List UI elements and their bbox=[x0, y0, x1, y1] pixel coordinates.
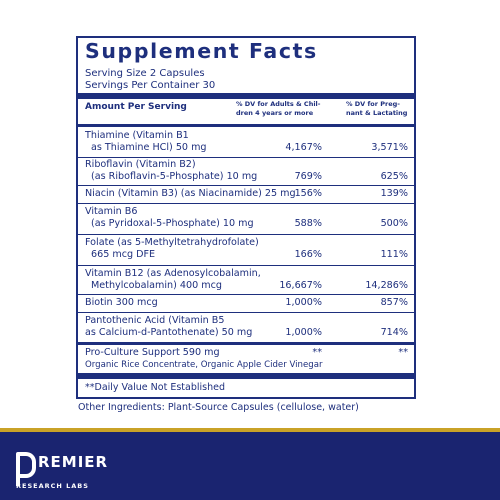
nutrient-detail: (as Riboflavin-5-Phosphate) 10 mg bbox=[91, 171, 258, 182]
nutrient-name: Vitamin B12 (as Adenosylcobalamin, bbox=[85, 268, 261, 279]
row-divider bbox=[78, 203, 414, 204]
nutrient-detail: Organic Rice Concentrate, Organic Apple … bbox=[85, 360, 323, 370]
dv-adult: 769% bbox=[294, 171, 322, 182]
other-ingredients: Other Ingredients: Plant-Source Capsules… bbox=[78, 402, 359, 413]
row-divider bbox=[78, 185, 414, 186]
dv-pregnant: 500% bbox=[380, 218, 408, 229]
dv-adult: 1,000% bbox=[285, 327, 322, 338]
header-pregnant-line1: % DV for Preg- bbox=[346, 100, 400, 108]
panel-title: Supplement Facts bbox=[85, 39, 318, 63]
dv-pregnant: 625% bbox=[380, 171, 408, 182]
accent-stripe bbox=[0, 428, 500, 432]
header-adults-line1: % DV for Adults & Chil- bbox=[236, 100, 321, 108]
nutrient-detail: (as Pyridoxal-5-Phosphate) 10 mg bbox=[91, 218, 254, 229]
dv-adult: 4,167% bbox=[285, 142, 322, 153]
dv-pregnant: 714% bbox=[380, 327, 408, 338]
dv-adult: ** bbox=[312, 347, 322, 358]
dv-adult: 156% bbox=[294, 188, 322, 199]
dv-pregnant: 111% bbox=[380, 249, 408, 260]
nutrient-name: Riboflavin (Vitamin B2) bbox=[85, 159, 196, 170]
brand-logo-icon bbox=[16, 452, 36, 486]
nutrient-name: Biotin 300 mcg bbox=[85, 297, 158, 308]
dv-pregnant: 857% bbox=[380, 297, 408, 308]
nutrient-name: Folate (as 5-Methyltetrahydrofolate) bbox=[85, 237, 259, 248]
dv-pregnant: 139% bbox=[380, 188, 408, 199]
nutrient-name: Pro-Culture Support 590 mg bbox=[85, 347, 220, 358]
footnote: **Daily Value Not Established bbox=[85, 382, 225, 393]
divider-thick bbox=[78, 93, 414, 99]
header-adults-line2: dren 4 years or more bbox=[236, 109, 314, 117]
dv-adult: 166% bbox=[294, 249, 322, 260]
dv-pregnant: 3,571% bbox=[371, 142, 408, 153]
nutrient-detail: 665 mcg DFE bbox=[91, 249, 156, 260]
row-divider bbox=[78, 157, 414, 158]
servings-per-container: Servings Per Container 30 bbox=[85, 80, 216, 91]
nutrient-detail: as Calcium-d-Pantothenate) 50 mg bbox=[85, 327, 253, 338]
brand-band bbox=[0, 432, 500, 500]
supplement-facts-panel: Supplement Facts Serving Size 2 Capsules… bbox=[76, 36, 416, 399]
brand-name: REMIER bbox=[38, 453, 109, 471]
row-divider bbox=[78, 294, 414, 295]
nutrient-name: Vitamin B6 bbox=[85, 206, 138, 217]
nutrient-name: Niacin (Vitamin B3) (as Niacinamide) 25 … bbox=[85, 188, 296, 199]
nutrient-detail: as Thiamine HCl) 50 mg bbox=[91, 142, 207, 153]
header-amount: Amount Per Serving bbox=[85, 102, 187, 112]
divider-header bbox=[78, 124, 414, 127]
header-pregnant-line2: nant & Lactating bbox=[346, 109, 408, 117]
brand-subtitle: RESEARCH LABS bbox=[16, 482, 89, 490]
dv-adult: 588% bbox=[294, 218, 322, 229]
divider-thick bbox=[78, 373, 414, 379]
dv-pregnant: ** bbox=[398, 347, 408, 358]
divider-section bbox=[78, 342, 414, 345]
dv-adult: 1,000% bbox=[285, 297, 322, 308]
nutrient-detail: Methylcobalamin) 400 mcg bbox=[91, 280, 222, 291]
nutrient-name: Pantothenic Acid (Vitamin B5 bbox=[85, 315, 225, 326]
header-adults: % DV for Adults & Chil- dren 4 years or … bbox=[236, 100, 321, 118]
row-divider bbox=[78, 265, 414, 266]
header-pregnant: % DV for Preg- nant & Lactating bbox=[346, 100, 407, 118]
nutrient-name: Thiamine (Vitamin B1 bbox=[85, 130, 189, 141]
row-divider bbox=[78, 234, 414, 235]
row-divider bbox=[78, 312, 414, 313]
dv-pregnant: 14,286% bbox=[365, 280, 408, 291]
dv-adult: 16,667% bbox=[279, 280, 322, 291]
serving-size: Serving Size 2 Capsules bbox=[85, 68, 205, 79]
